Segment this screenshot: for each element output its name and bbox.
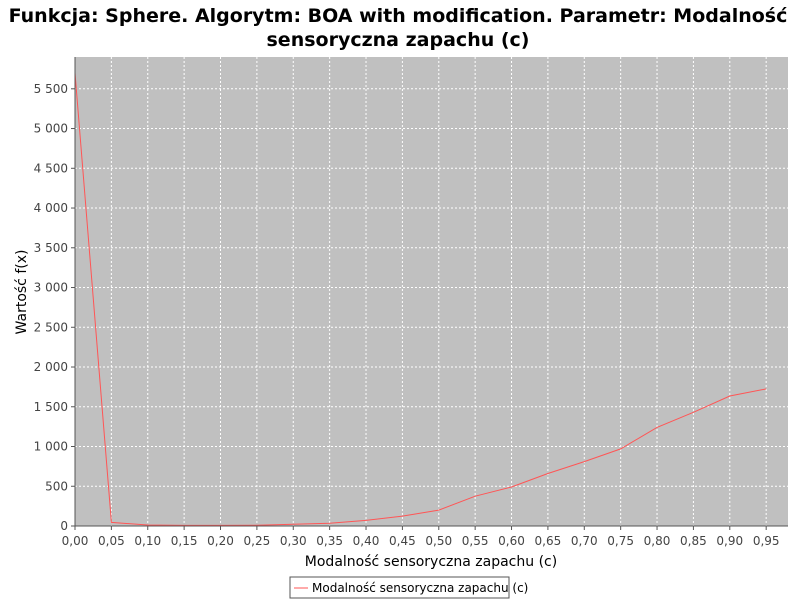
legend: Modalność sensoryczna zapachu (c) bbox=[289, 576, 528, 599]
y-tick-label: 4 000 bbox=[34, 201, 68, 215]
chart-title-line-1: Funkcja: Sphere. Algorytm: BOA with modi… bbox=[9, 5, 788, 27]
x-axis: 0,00 0,05 0,10 0,15 0,20 0,25 0,30 0,35 0,40 0,45… bbox=[62, 525, 788, 548]
plot-area bbox=[75, 57, 788, 526]
y-tick-label: 500 bbox=[45, 479, 68, 493]
x-tick-label: 0,70 bbox=[571, 534, 598, 548]
x-tick-label: 0,85 bbox=[680, 534, 707, 548]
x-tick-label: 0,15 bbox=[171, 534, 198, 548]
x-axis-label: Modalność sensoryczna zapachu (c) bbox=[305, 554, 557, 570]
series-line bbox=[74, 72, 767, 526]
x-tick-label: 0,05 bbox=[98, 534, 125, 548]
grid bbox=[74, 57, 788, 527]
y-tick-label: 2 500 bbox=[34, 320, 68, 334]
y-axis: 0 500 1 000 1 500 2 000 2 500 3 000 3 500 4 000 4… bbox=[34, 57, 76, 533]
x-tick-label: 0,30 bbox=[280, 534, 307, 548]
y-axis-label: Wartość f(x) bbox=[14, 250, 30, 335]
x-tick-label: 0,55 bbox=[462, 534, 489, 548]
y-tick-label: 3 000 bbox=[34, 281, 68, 295]
x-tick-label: 0,50 bbox=[425, 534, 452, 548]
x-tick-label: 0,40 bbox=[353, 534, 380, 548]
x-tick-label: 0,90 bbox=[716, 534, 743, 548]
x-tick-label: 0,25 bbox=[244, 534, 271, 548]
y-tick-label: 1 000 bbox=[34, 440, 68, 454]
legend-label: Modalność sensoryczna zapachu (c) bbox=[312, 581, 528, 595]
x-tick-label: 0,75 bbox=[607, 534, 634, 548]
y-tick-label: 0 bbox=[60, 519, 68, 533]
legend-box bbox=[289, 576, 510, 599]
y-tick-label: 4 500 bbox=[34, 161, 68, 175]
x-tick-label: 0,00 bbox=[62, 534, 89, 548]
y-tick-label: 5 500 bbox=[34, 82, 68, 96]
x-tick-label: 0,65 bbox=[535, 534, 562, 548]
x-tick-label: 0,45 bbox=[389, 534, 416, 548]
x-tick-label: 0,60 bbox=[498, 534, 525, 548]
y-tick-label: 3 500 bbox=[34, 241, 68, 255]
x-tick-label: 0,35 bbox=[316, 534, 343, 548]
x-tick-label: 0,80 bbox=[644, 534, 671, 548]
y-tick-label: 1 500 bbox=[34, 400, 68, 414]
y-tick-label: 2 000 bbox=[34, 360, 68, 374]
chart-title-line-2: sensoryczna zapachu (c) bbox=[267, 29, 530, 51]
x-tick-label: 0,95 bbox=[753, 534, 780, 548]
y-tick-label: 5 000 bbox=[34, 122, 68, 136]
x-tick-label: 0,20 bbox=[207, 534, 234, 548]
x-tick-label: 0,10 bbox=[134, 534, 161, 548]
